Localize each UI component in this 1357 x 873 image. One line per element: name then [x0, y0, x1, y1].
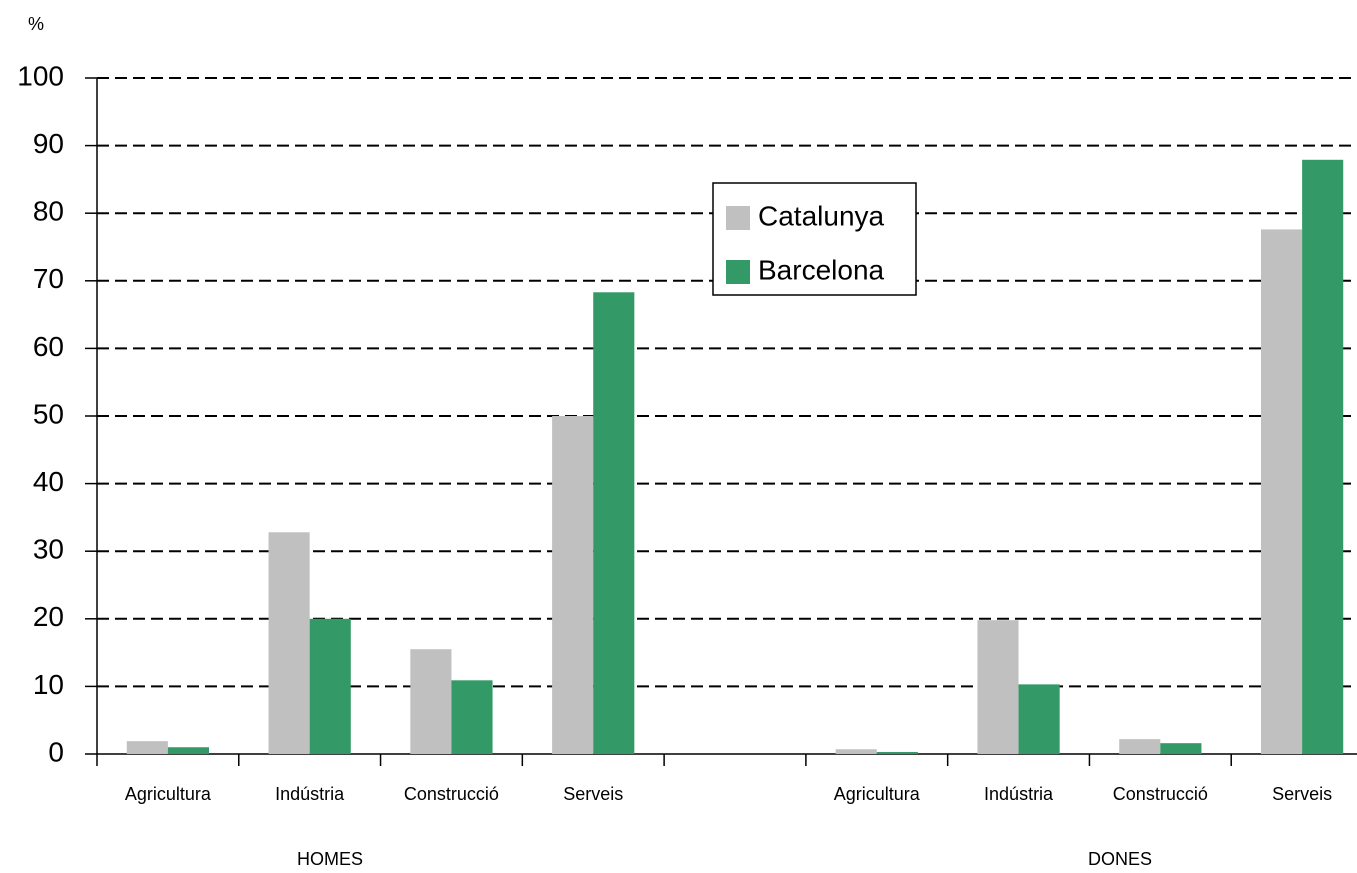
bar: [1302, 159, 1344, 754]
y-tick-label: 30: [33, 534, 64, 565]
x-tick-label: Indústria: [275, 784, 345, 804]
y-tick-label: 20: [33, 601, 64, 632]
bar: [1018, 684, 1060, 754]
bar: [309, 618, 351, 754]
y-tick-label: 40: [33, 466, 64, 497]
bar: [451, 680, 493, 754]
bar: [593, 292, 635, 754]
group-label: DONES: [1088, 849, 1152, 869]
x-tick-label: Construcció: [404, 784, 499, 804]
bar: [126, 741, 168, 754]
x-tick-label: Serveis: [1272, 784, 1332, 804]
bar: [1119, 739, 1161, 754]
y-tick-label: 0: [48, 736, 64, 767]
x-tick-label: Indústria: [984, 784, 1054, 804]
bar: [1260, 229, 1303, 754]
y-tick-label: 100: [17, 60, 64, 91]
bar: [835, 749, 877, 754]
x-tick-label: Agricultura: [125, 784, 212, 804]
bar: [268, 532, 310, 754]
x-tick-label: Serveis: [563, 784, 623, 804]
y-tick-label: 50: [33, 398, 64, 429]
y-tick-label: 80: [33, 196, 64, 227]
bar: [876, 751, 918, 754]
legend-label: Catalunya: [758, 200, 885, 231]
legend-swatch: [726, 206, 750, 230]
bar: [167, 747, 210, 754]
bar: [552, 416, 594, 754]
bar: [410, 649, 452, 754]
y-tick-label: 70: [33, 263, 64, 294]
group-label: HOMES: [297, 849, 363, 869]
y-tick-label: 60: [33, 331, 64, 362]
legend-swatch: [726, 260, 750, 284]
x-tick-label: Agricultura: [834, 784, 921, 804]
y-tick-label: 90: [33, 128, 64, 159]
legend-label: Barcelona: [758, 254, 885, 285]
y-axis-label: %: [28, 14, 44, 34]
x-tick-label: Construcció: [1113, 784, 1208, 804]
y-tick-label: 10: [33, 669, 64, 700]
bar: [1160, 743, 1202, 754]
bar: [977, 620, 1019, 754]
